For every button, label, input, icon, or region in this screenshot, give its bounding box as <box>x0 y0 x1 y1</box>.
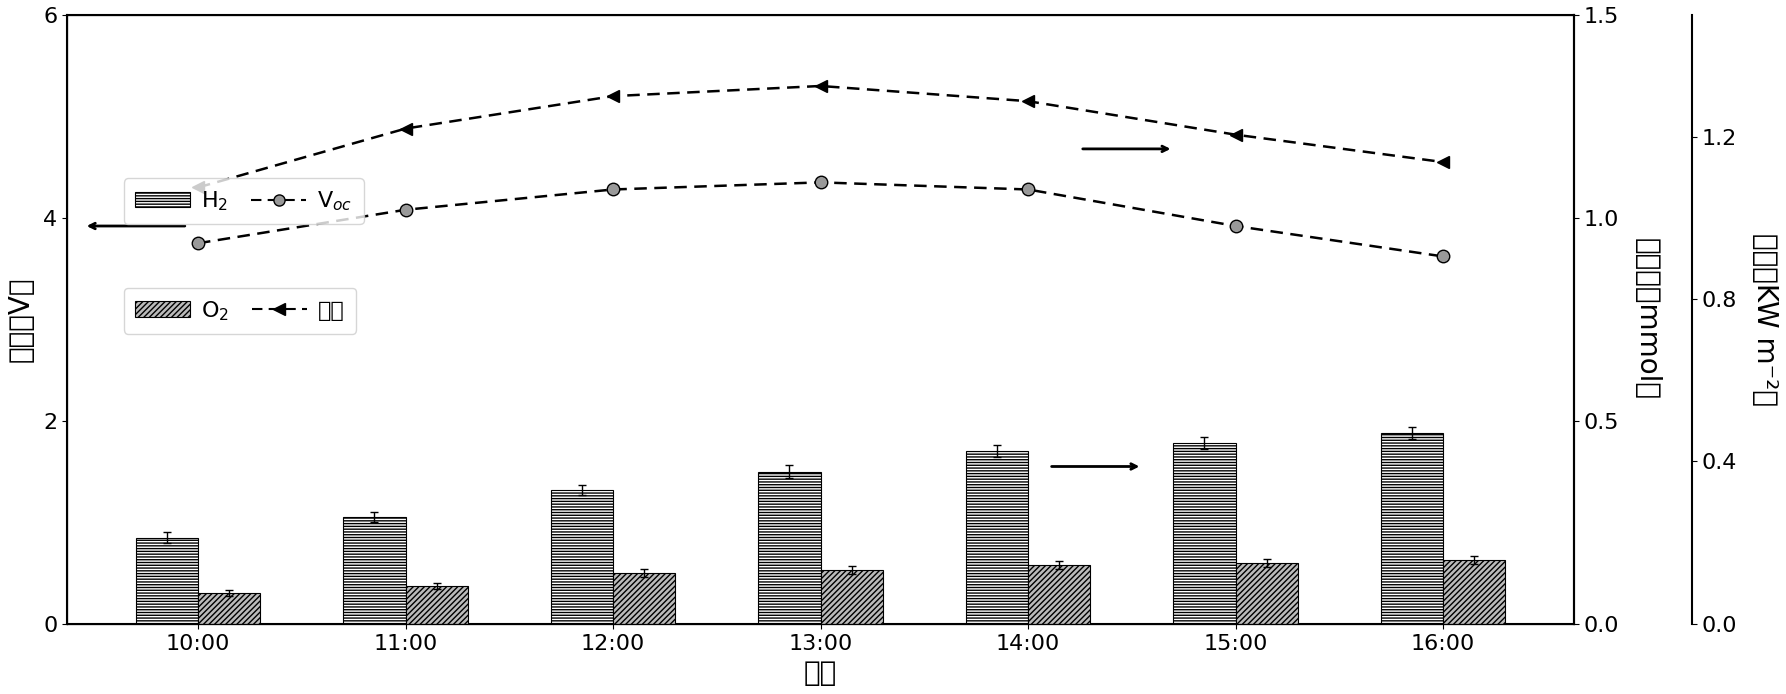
Bar <box>136 538 198 624</box>
Bar <box>759 471 820 624</box>
Y-axis label: 气体量（mmol）: 气体量（mmol） <box>1632 238 1661 400</box>
Bar <box>966 451 1029 624</box>
Bar <box>1236 563 1298 624</box>
Y-axis label: 光强（KW m⁻²）: 光强（KW m⁻²） <box>1750 233 1779 406</box>
Bar <box>820 570 882 624</box>
Bar <box>1173 443 1236 624</box>
Legend: O$_2$, 光强: O$_2$, 光强 <box>123 288 355 334</box>
Bar <box>1381 433 1443 624</box>
Bar <box>550 490 613 624</box>
Bar <box>198 593 261 624</box>
Bar <box>613 573 675 624</box>
X-axis label: 时间: 时间 <box>804 659 838 687</box>
Bar <box>1029 565 1091 624</box>
Bar <box>1443 560 1506 624</box>
Bar <box>405 586 468 624</box>
Y-axis label: 电压（V）: 电压（V） <box>7 277 36 362</box>
Bar <box>343 517 405 624</box>
